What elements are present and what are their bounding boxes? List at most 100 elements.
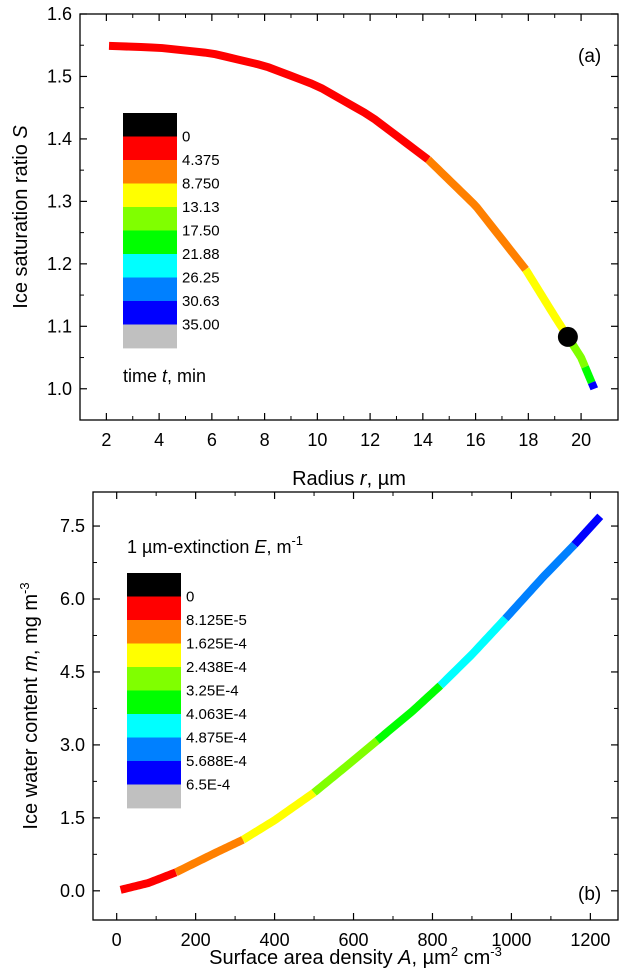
legend-swatch (123, 277, 177, 302)
x-tick-label: 16 (466, 430, 486, 450)
curve-segment (374, 682, 444, 744)
x-tick-label: 4 (154, 430, 164, 450)
legend-swatch (123, 301, 177, 325)
plot-frame-a (79, 13, 619, 421)
legend-label: 0 (186, 589, 194, 606)
legend-swatch (127, 784, 181, 809)
panel-a: 2 4 6 8 10 12 14 16 18 20 1.0 1.1 1.2 1.3 1.4 1.5 1.6 0 4… (10, 4, 619, 490)
plot-frame-b (92, 491, 619, 921)
y-tick-label: 1.0 (47, 379, 72, 399)
y-tick-label: 0.0 (60, 881, 85, 901)
legend-swatch (123, 254, 177, 278)
panel-label-a: (a) (578, 46, 601, 67)
y-tick-label: 4.5 (60, 662, 85, 682)
legend-swatch (127, 620, 181, 644)
legend-swatch (123, 113, 177, 137)
x-tick-label: 14 (413, 430, 433, 450)
y-tick-label: 6.0 (60, 589, 85, 609)
legend-swatch (123, 324, 177, 349)
y-axis-label-a: Ice saturation ratio S (10, 125, 32, 309)
legend-label: 17.50 (182, 223, 220, 240)
legend-label: 30.63 (182, 293, 220, 310)
ticks-a: 2 4 6 8 10 12 14 16 18 20 1.0 1.1 1.2 1.3 1.4 1.5 1.6 (47, 4, 618, 450)
legend-swatch (127, 573, 181, 597)
legend-label: 0 (182, 129, 190, 146)
x-tick-label: 1200 (570, 930, 610, 950)
legend-swatch (123, 230, 177, 255)
legend-swatch (127, 596, 181, 621)
curve-segment (581, 365, 596, 385)
legend-label: 4.875E-4 (186, 730, 247, 747)
curve-segment (587, 380, 598, 391)
y-tick-label: 1.6 (47, 4, 72, 24)
y-tick-label: 3.0 (60, 735, 85, 755)
legend-title: 1 µm-extinction E, m-1 (127, 533, 303, 557)
legend-title: time t, min (123, 366, 206, 386)
x-tick-label: 8 (260, 430, 270, 450)
legend-swatch (127, 714, 181, 738)
y-tick-label: 1.4 (47, 129, 72, 149)
curve-segment (119, 868, 178, 894)
y-tick-label: 1.5 (60, 808, 85, 828)
legend-label: 5.688E-4 (186, 753, 247, 770)
curve-a (108, 41, 598, 391)
x-axis-label-b: Surface area density A, µm2 cm-3 (209, 944, 502, 969)
x-tick-label: 6 (207, 430, 217, 450)
legend-label: 35.00 (182, 317, 220, 334)
curve-segment (425, 156, 529, 272)
y-tick-label: 1.5 (47, 66, 72, 86)
legend-label: 4.063E-4 (186, 706, 247, 723)
y-axis-label-b: Ice water content m, mg m-3 (17, 582, 42, 829)
x-tick-label: 20 (571, 430, 591, 450)
legend-swatch (127, 761, 181, 785)
y-tick-label: 1.1 (47, 316, 72, 336)
curve-segment (311, 737, 380, 796)
y-tick-label: 7.5 (60, 516, 85, 536)
curve-segment (240, 789, 317, 844)
legend-label: 26.25 (182, 270, 220, 287)
x-tick-label: 0 (112, 930, 122, 950)
state-marker (557, 326, 578, 347)
x-tick-label: 2 (101, 430, 111, 450)
legend-label: 2.438E-4 (186, 659, 247, 676)
legend-swatch (123, 183, 177, 208)
legend-label: 13.13 (182, 199, 220, 216)
legend-label: 21.88 (182, 246, 220, 263)
x-tick-label: 400 (260, 930, 290, 950)
legend-swatch (127, 667, 181, 691)
legend-swatch (127, 690, 181, 715)
curve-segment (108, 41, 431, 163)
x-tick-label: 12 (360, 430, 380, 450)
x-tick-label: 800 (417, 930, 447, 950)
legend-swatch (123, 136, 177, 161)
ticks-b: 0 200 400 600 800 1000 1200 0.0 1.5 3.0 4.5 6.0 7.5 (60, 492, 618, 950)
legend-label: 4.375 (182, 152, 220, 169)
curve-segment (571, 513, 604, 548)
x-tick-label: 600 (339, 930, 369, 950)
curve-b (119, 513, 604, 894)
legend-label: 6.5E-4 (186, 777, 230, 794)
marker-a (557, 326, 578, 347)
curve-segment (174, 836, 245, 876)
legend-swatch (127, 737, 181, 762)
panel-label-b: (b) (578, 884, 601, 905)
panel-b: 0 200 400 600 800 1000 12000.01.53.04.56.07.5 … (17, 491, 619, 969)
legend-b: 0 8.125E-5 1.625E-4 2.438E-4 3.25E-4 4.063E-4… (127, 533, 303, 809)
legend-label: 8.750 (182, 176, 220, 193)
y-tick-label: 1.2 (47, 254, 72, 274)
legend-label: 3.25E-4 (186, 683, 239, 700)
x-tick-label: 200 (181, 930, 211, 950)
curve-segment (437, 615, 509, 689)
curve-segment (502, 541, 578, 622)
legend-swatch (123, 207, 177, 231)
legend-swatch (127, 643, 181, 668)
x-tick-label: 1000 (491, 930, 531, 950)
x-axis-label-a: Radius r, µm (292, 468, 406, 490)
y-tick-label: 1.3 (47, 191, 72, 211)
legend-swatch (123, 160, 177, 184)
legend-label: 1.625E-4 (186, 636, 247, 653)
legend-label: 8.125E-5 (186, 612, 247, 629)
legend-a: 0 4.375 8.750 13.13 17.50 21.88 26.25 30.63 35.0… (123, 113, 220, 386)
x-tick-label: 10 (307, 430, 327, 450)
